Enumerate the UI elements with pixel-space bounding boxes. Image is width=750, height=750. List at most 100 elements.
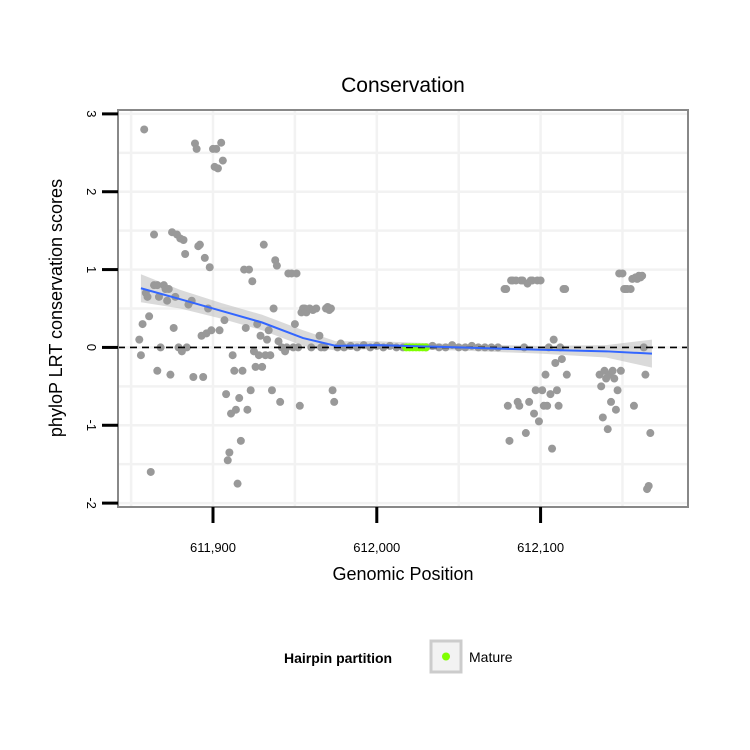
data-point bbox=[179, 235, 188, 244]
data-point bbox=[166, 370, 175, 379]
y-tick-label: 2 bbox=[84, 188, 99, 195]
data-point bbox=[138, 320, 147, 329]
data-point bbox=[230, 366, 239, 375]
data-point bbox=[521, 429, 530, 438]
data-point bbox=[611, 405, 620, 414]
data-point bbox=[610, 374, 619, 383]
data-point bbox=[290, 320, 299, 329]
plot-panel bbox=[117, 109, 689, 508]
data-point bbox=[182, 343, 191, 352]
y-tick-label: -1 bbox=[84, 419, 99, 431]
data-point bbox=[223, 456, 232, 465]
data-point bbox=[505, 436, 514, 445]
data-point bbox=[534, 417, 543, 426]
data-point bbox=[267, 386, 276, 395]
data-point bbox=[548, 444, 557, 453]
data-point bbox=[326, 304, 335, 313]
data-point bbox=[264, 326, 273, 335]
data-point bbox=[525, 397, 534, 406]
y-axis: -2 -1 0 1 2 3 bbox=[84, 110, 118, 509]
data-point bbox=[276, 397, 285, 406]
data-point bbox=[217, 138, 226, 147]
panel-border bbox=[117, 109, 689, 508]
grid-lines bbox=[118, 110, 688, 507]
data-point bbox=[603, 425, 612, 434]
data-point bbox=[641, 370, 650, 379]
data-point bbox=[241, 323, 250, 332]
data-point bbox=[638, 271, 647, 280]
data-point bbox=[616, 366, 625, 375]
data-point bbox=[502, 285, 511, 294]
data-point bbox=[597, 382, 606, 391]
data-point bbox=[231, 405, 240, 414]
x-axis: 611,900 612,000 612,100 bbox=[190, 507, 564, 555]
data-point bbox=[608, 366, 617, 375]
data-point bbox=[639, 343, 648, 352]
data-point bbox=[195, 240, 204, 249]
x-tick-label: 612,100 bbox=[517, 540, 564, 555]
y-tick-label: 0 bbox=[84, 344, 99, 351]
data-point bbox=[207, 326, 216, 335]
data-point bbox=[543, 401, 552, 410]
data-point bbox=[646, 429, 655, 438]
data-point bbox=[251, 362, 260, 371]
legend-label-mature: Mature bbox=[469, 649, 513, 665]
data-point bbox=[531, 386, 540, 395]
data-point bbox=[598, 413, 607, 422]
legend-key-box bbox=[429, 639, 463, 674]
data-point bbox=[272, 261, 281, 270]
data-point bbox=[153, 366, 162, 375]
data-point bbox=[258, 362, 267, 371]
data-point bbox=[557, 355, 566, 364]
data-point bbox=[164, 285, 173, 294]
legend-title: Hairpin partition bbox=[284, 650, 392, 666]
data-point bbox=[515, 401, 524, 410]
data-point bbox=[228, 351, 237, 360]
data-point bbox=[315, 331, 324, 340]
data-point bbox=[266, 351, 275, 360]
data-point bbox=[551, 358, 560, 367]
data-point bbox=[644, 481, 653, 490]
smooth-curve bbox=[140, 287, 653, 355]
data-point bbox=[546, 390, 555, 399]
data-points bbox=[135, 125, 655, 494]
data-point bbox=[215, 326, 224, 335]
smooth-line bbox=[140, 287, 653, 355]
data-point bbox=[163, 296, 172, 305]
data-point bbox=[218, 156, 227, 165]
data-point bbox=[549, 335, 558, 344]
data-point bbox=[263, 335, 272, 344]
legend-key-mature bbox=[442, 652, 450, 661]
data-point bbox=[618, 269, 627, 278]
data-point bbox=[200, 253, 209, 262]
data-point bbox=[607, 397, 616, 406]
data-point bbox=[295, 401, 304, 410]
data-point bbox=[235, 394, 244, 403]
chart-title: Conservation bbox=[341, 74, 465, 97]
data-point bbox=[169, 323, 178, 332]
data-point bbox=[236, 436, 245, 445]
data-point bbox=[245, 265, 254, 274]
data-point bbox=[199, 373, 208, 382]
data-point bbox=[145, 312, 154, 321]
data-point bbox=[629, 401, 638, 410]
y-tick-label: 3 bbox=[84, 110, 99, 117]
data-point bbox=[554, 401, 563, 410]
data-point bbox=[312, 304, 321, 313]
data-point bbox=[328, 386, 337, 395]
data-point bbox=[212, 144, 221, 153]
data-point bbox=[136, 351, 145, 360]
data-point bbox=[189, 373, 198, 382]
data-point bbox=[220, 316, 229, 325]
data-point bbox=[225, 448, 234, 457]
data-point bbox=[269, 304, 278, 313]
x-axis-title: Genomic Position bbox=[332, 564, 473, 584]
data-point bbox=[153, 281, 162, 290]
data-point bbox=[205, 263, 214, 272]
data-point bbox=[248, 277, 257, 286]
data-point bbox=[254, 351, 263, 360]
data-point bbox=[536, 276, 545, 285]
data-point bbox=[243, 405, 252, 414]
data-point bbox=[233, 479, 242, 488]
data-point bbox=[181, 250, 190, 259]
